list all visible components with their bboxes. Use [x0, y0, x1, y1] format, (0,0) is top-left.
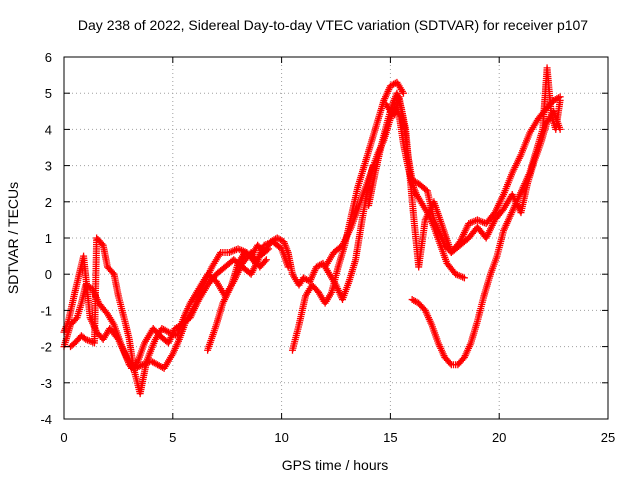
- data-point: [261, 257, 269, 265]
- y-tick-label: -3: [40, 376, 52, 391]
- x-tick-label: 20: [492, 430, 506, 445]
- data-point: [163, 327, 171, 335]
- data-point: [446, 359, 454, 367]
- data-point: [72, 315, 80, 323]
- y-tick-label: -2: [40, 340, 52, 355]
- data-points: [60, 64, 564, 398]
- y-tick-label: 4: [45, 122, 52, 137]
- data-point: [399, 89, 407, 97]
- y-tick-label: -1: [40, 303, 52, 318]
- y-tick-label: 1: [45, 231, 52, 246]
- x-tick-label: 10: [274, 430, 288, 445]
- x-axis-ticks: 0 5 10 15 20 25: [60, 57, 615, 445]
- data-point: [556, 96, 564, 104]
- chart-title: Day 238 of 2022, Sidereal Day-to-day VTE…: [78, 17, 588, 33]
- x-tick-label: 25: [601, 430, 615, 445]
- y-tick-label: 6: [45, 50, 52, 65]
- y-tick-label: 5: [45, 86, 52, 101]
- y-tick-label: 0: [45, 267, 52, 282]
- y-tick-label: 2: [45, 195, 52, 210]
- y-tick-label: 3: [45, 159, 52, 174]
- x-tick-label: 5: [169, 430, 176, 445]
- y-axis-label: SDTVAR / TECUs: [5, 182, 21, 294]
- y-tick-label: -4: [40, 412, 52, 427]
- data-point: [262, 256, 270, 264]
- x-axis-label: GPS time / hours: [282, 457, 389, 473]
- x-tick-label: 0: [60, 430, 67, 445]
- x-tick-label: 15: [383, 430, 397, 445]
- y-axis-ticks: -4 -3 -2 -1 0 1 2 3 4 5 6: [40, 50, 608, 427]
- data-point: [460, 274, 468, 282]
